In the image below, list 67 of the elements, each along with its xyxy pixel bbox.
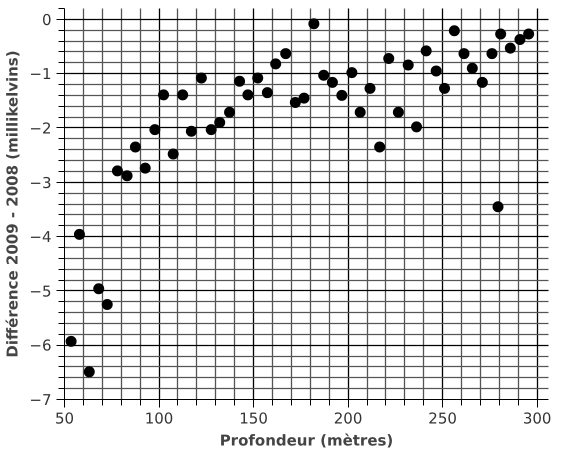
y-tick-label: −3 [29,174,52,192]
point [298,92,310,104]
point [504,42,516,54]
point [514,34,526,45]
point [84,366,95,378]
y-tick-label: −1 [29,65,52,84]
x-tick-label: 50 [54,410,74,428]
x-tick-label: 300 [522,410,552,428]
point [495,28,506,40]
point [158,89,170,100]
point [374,141,386,152]
point [196,72,207,84]
point [290,96,301,108]
x-tick-label: 150 [239,410,268,428]
point [74,228,85,240]
point [430,65,442,76]
point [411,121,422,132]
point [336,90,348,101]
point [439,82,450,94]
point [168,148,179,160]
point [458,48,470,60]
point [242,89,254,100]
point [383,52,394,64]
y-tick-label: −4 [29,228,52,246]
y-axis-title: Différence 2009 - 2008 (millikelvins) [3,50,22,358]
point [130,141,141,152]
x-tick-label: 200 [334,410,362,428]
point [420,45,432,56]
point [402,59,414,70]
point [206,124,217,136]
point [270,58,282,70]
y-tick-label: 0 [42,10,52,29]
point [364,82,376,94]
point [149,124,160,136]
point [140,162,151,174]
point [112,165,123,176]
point [186,126,197,137]
point [308,18,320,30]
point [122,170,133,182]
point [318,70,330,81]
x-tick-label: 100 [144,410,174,428]
point [252,72,264,84]
point [476,76,488,88]
point [486,48,498,60]
point [346,67,358,78]
point [280,48,292,60]
point [66,336,77,347]
point [224,106,236,118]
point [214,117,226,128]
x-axis-title: Profondeur (mètres) [220,432,394,450]
point [354,106,366,118]
y-tick-label: −5 [29,282,52,300]
x-tick-label: 250 [428,410,457,428]
point [466,62,478,74]
point [448,25,460,36]
point [392,106,404,118]
y-tick-label: −2 [29,119,52,138]
point [102,298,113,310]
point [93,283,104,294]
point [262,87,273,98]
point [177,89,188,100]
point [326,76,338,88]
point [523,28,534,40]
y-tick-label: −7 [29,391,52,409]
y-tick-label: −6 [29,336,52,355]
point [492,201,504,212]
point [234,76,246,87]
